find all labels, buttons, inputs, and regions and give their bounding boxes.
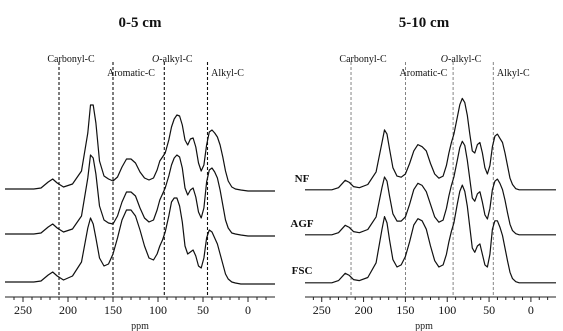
region-label-italic-o: O [441,54,448,65]
x-tick-label: 250 [313,303,331,317]
x-tick-label: 200 [59,303,77,317]
spectrum-line-fsc [305,184,556,284]
spectrum-line-fsc [5,197,275,285]
region-label-rest: -alkyl-C [159,54,193,65]
panel-0-5cm: 0-5 cm ppm 250 200 150 100 50 0 Carbonyl-C Arom… [5,15,275,331]
x-axis-label: ppm [415,321,433,331]
region-label: Alkyl-C [497,68,530,79]
region-label: O-alkyl-C [152,54,193,65]
treatment-label: FSC [292,265,313,277]
spectrum-line-nf [305,97,556,191]
region-label: Carbonyl-C [47,54,95,65]
region-label: Alkyl-C [211,68,244,79]
treatment-label: AGF [290,218,314,230]
region-label: Aromatic-C [400,68,448,79]
panel-title: 5-10 cm [399,15,450,31]
region-label: Carbonyl-C [339,54,387,65]
spectrum-line-nf [5,104,275,192]
panel-title: 0-5 cm [119,15,162,31]
x-axis-label: ppm [131,321,149,331]
x-tick-label: 50 [483,303,495,317]
region-label: Aromatic-C [107,68,155,79]
region-label-italic-o: O [152,54,159,65]
x-tick-label: 150 [396,303,414,317]
region-label: O-alkyl-C [441,54,482,65]
x-tick-label: 0 [528,303,534,317]
x-tick-label: 250 [14,303,32,317]
x-tick-label: 150 [104,303,122,317]
x-tick-label: 100 [438,303,456,317]
panel-5-10cm: 5-10 cm ppm 250 200 150 100 50 0 Carbonyl-C Aro… [305,15,556,331]
spectrum-line-agf [5,154,275,237]
spectrum-line-agf [305,140,556,236]
x-tick-label: 0 [245,303,251,317]
x-tick-label: 200 [355,303,373,317]
x-tick-label: 50 [197,303,209,317]
region-label-rest: -alkyl-C [448,54,482,65]
treatment-label: NF [295,173,310,185]
x-tick-label: 100 [149,303,167,317]
